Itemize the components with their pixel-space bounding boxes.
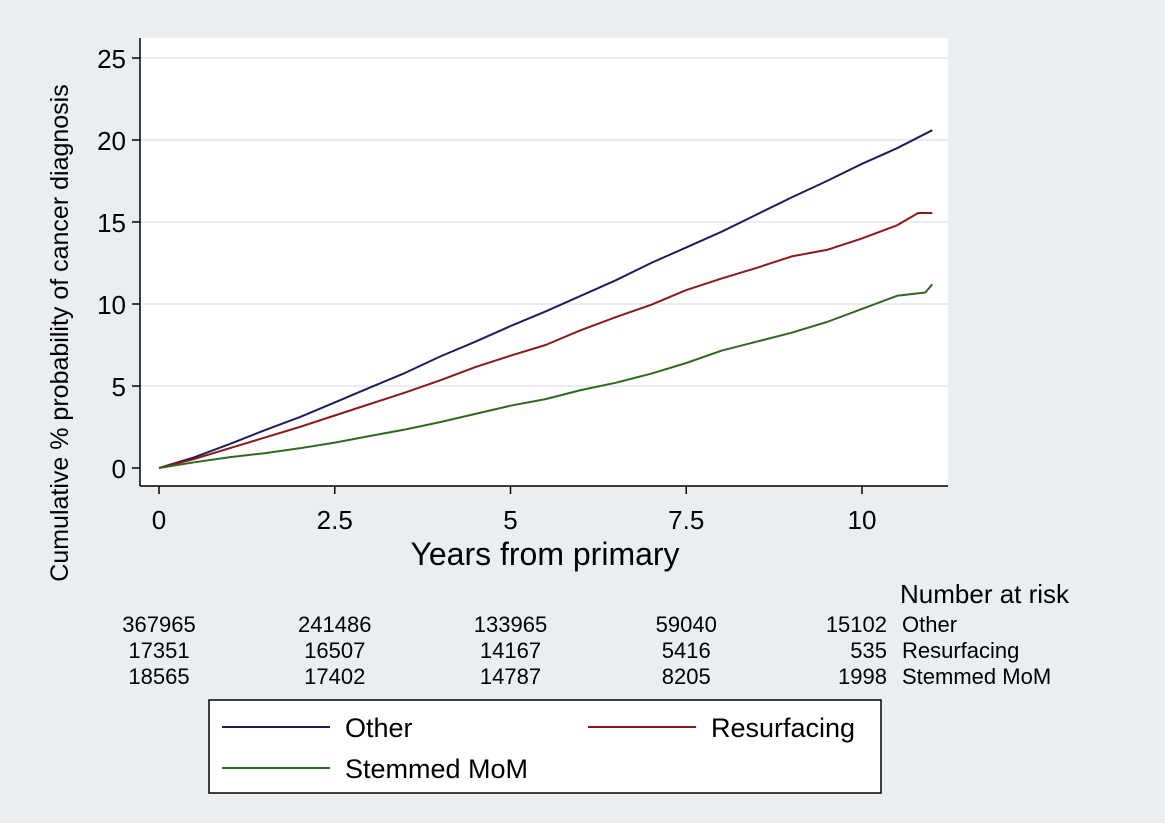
plot-area [140, 38, 948, 486]
series-line-other [158, 129, 933, 469]
x-tick-label: 10 [848, 505, 877, 535]
risk-value: 1998 [838, 664, 887, 689]
risk-value: 8205 [662, 664, 711, 689]
risk-table-header: Number at risk [900, 579, 1070, 609]
legend-label-other: Other [345, 713, 413, 743]
risk-value: 14787 [480, 664, 541, 689]
x-tick-label: 0 [152, 505, 166, 535]
x-tick-label: 7.5 [668, 505, 704, 535]
y-tick-label: 5 [112, 372, 126, 402]
x-axis-label: Years from primary [410, 536, 679, 572]
y-axis-label: Cumulative % probability of cancer diagn… [46, 84, 74, 581]
risk-row-label-stemmed-mom: Stemmed MoM [902, 664, 1051, 689]
risk-row-label-resurfacing: Resurfacing [902, 638, 1019, 663]
legend-label-stemmed-mom: Stemmed MoM [345, 754, 528, 784]
legend-label-resurfacing: Resurfacing [711, 713, 855, 743]
risk-value: 133965 [474, 612, 547, 637]
y-tick-label: 25 [97, 44, 126, 74]
risk-value: 535 [850, 638, 887, 663]
risk-value: 5416 [662, 638, 711, 663]
axes: 0 5 10 15 20 25 0 2.5 5 7.5 10 [97, 38, 948, 535]
risk-value: 16507 [304, 638, 365, 663]
x-tick-label: 2.5 [317, 505, 353, 535]
x-tick-label: 5 [503, 505, 517, 535]
grid-lines [140, 57, 948, 387]
risk-table: Number at risk 367965 241486 133965 59040 151… [122, 579, 1070, 689]
risk-row-label-other: Other [902, 612, 957, 637]
risk-value: 17351 [128, 638, 189, 663]
y-tick-label: 15 [97, 208, 126, 238]
legend-box [208, 699, 882, 794]
y-tick-label: 0 [112, 454, 126, 484]
risk-value: 59040 [656, 612, 717, 637]
y-tick-label: 10 [97, 290, 126, 320]
risk-value: 18565 [128, 664, 189, 689]
risk-value: 14167 [480, 638, 541, 663]
risk-value: 15102 [826, 612, 887, 637]
risk-value: 367965 [122, 612, 195, 637]
risk-value: 241486 [298, 612, 371, 637]
legend: Other Resurfacing Stemmed MoM [208, 699, 882, 794]
series-line-resurfacing [158, 212, 933, 469]
y-tick-label: 20 [97, 126, 126, 156]
risk-value: 17402 [304, 664, 365, 689]
series-line-stemmed-mom [158, 283, 934, 469]
series-lines [158, 129, 934, 469]
